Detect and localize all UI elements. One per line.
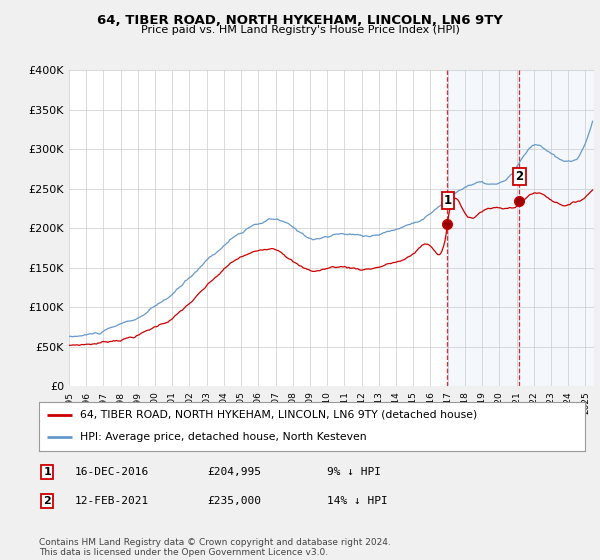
Bar xyxy=(447,70,518,386)
Text: 1: 1 xyxy=(43,466,51,477)
Text: 1: 1 xyxy=(444,194,452,207)
Text: 2: 2 xyxy=(515,170,524,183)
Text: 2: 2 xyxy=(43,496,51,506)
Text: 64, TIBER ROAD, NORTH HYKEHAM, LINCOLN, LN6 9TY (detached house): 64, TIBER ROAD, NORTH HYKEHAM, LINCOLN, … xyxy=(80,410,477,420)
Text: Contains HM Land Registry data © Crown copyright and database right 2024.
This d: Contains HM Land Registry data © Crown c… xyxy=(39,538,391,557)
Text: Price paid vs. HM Land Registry's House Price Index (HPI): Price paid vs. HM Land Registry's House … xyxy=(140,25,460,35)
Text: HPI: Average price, detached house, North Kesteven: HPI: Average price, detached house, Nort… xyxy=(80,432,367,442)
Text: 9% ↓ HPI: 9% ↓ HPI xyxy=(327,466,381,477)
Text: £235,000: £235,000 xyxy=(207,496,261,506)
Bar xyxy=(518,70,594,386)
Text: 16-DEC-2016: 16-DEC-2016 xyxy=(75,466,149,477)
Text: 12-FEB-2021: 12-FEB-2021 xyxy=(75,496,149,506)
Text: 14% ↓ HPI: 14% ↓ HPI xyxy=(327,496,388,506)
Text: 64, TIBER ROAD, NORTH HYKEHAM, LINCOLN, LN6 9TY: 64, TIBER ROAD, NORTH HYKEHAM, LINCOLN, … xyxy=(97,14,503,27)
Text: £204,995: £204,995 xyxy=(207,466,261,477)
